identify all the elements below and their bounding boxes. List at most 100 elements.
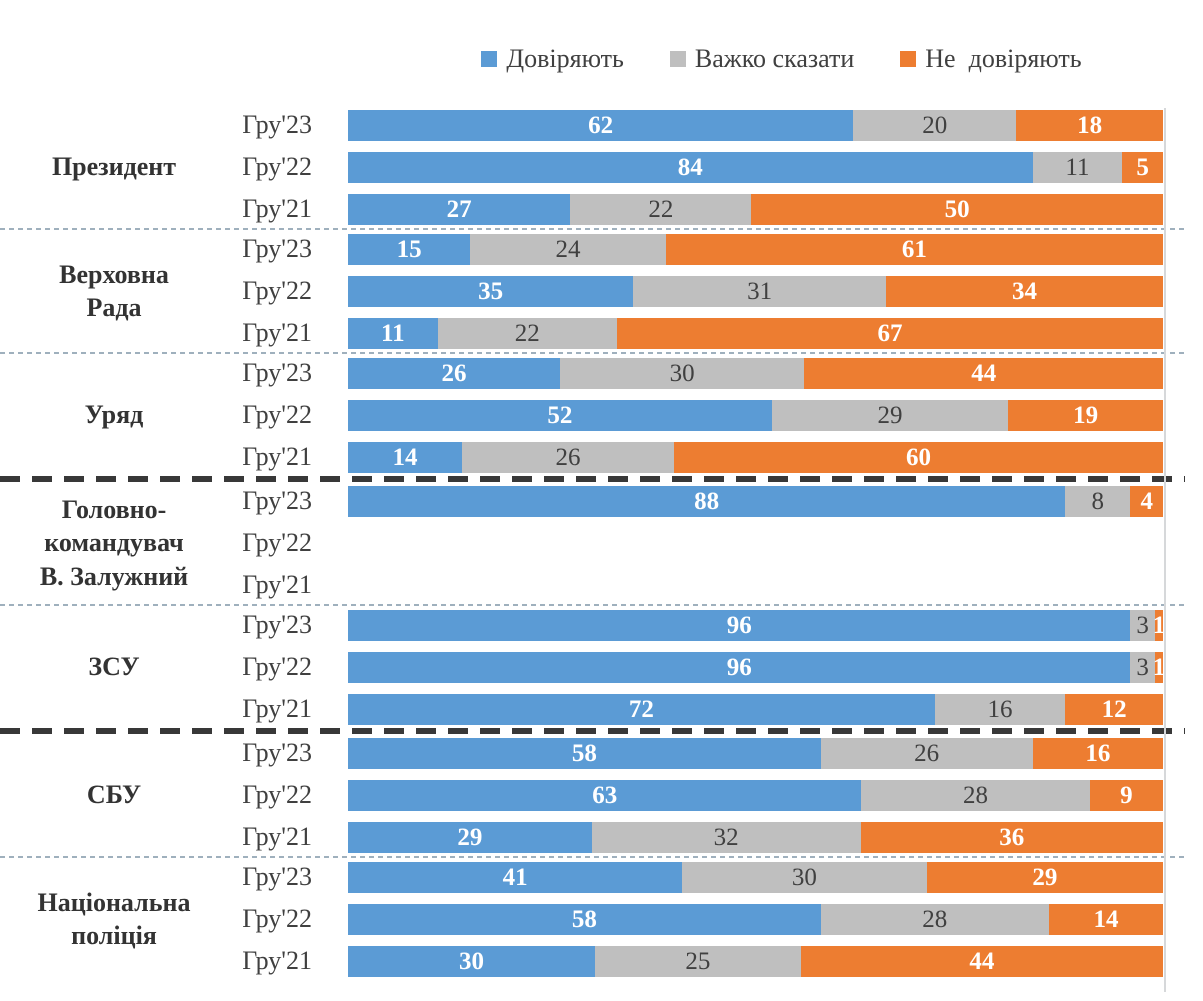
segment-value-label: 22 [514, 319, 540, 347]
bar-segment-hard-to-say: 30 [682, 861, 927, 893]
segment-value-label: 1 [1152, 653, 1166, 681]
bar-track: 72 16 12 [348, 693, 1163, 725]
bar-segment-trust: 96 [348, 651, 1131, 683]
bar-segment-hard-to-say: 25 [594, 945, 801, 977]
bar-track: 96 3 1 [348, 609, 1166, 641]
bar-track [348, 570, 1163, 601]
bar-segment-trust: 30 [348, 945, 595, 977]
year-label: Гру'23 [242, 610, 312, 639]
segment-value-label: 62 [588, 111, 614, 139]
bar-segment-trust: 15 [348, 233, 471, 265]
bar-segment-distrust: 34 [885, 275, 1163, 307]
year-label: Гру'22 [242, 400, 312, 429]
segment-value-label: 4 [1140, 487, 1153, 515]
group-label: Уряд [84, 400, 144, 430]
year-label: Гру'21 [242, 318, 312, 347]
plot-right-border [1164, 108, 1166, 992]
bar-segment-trust: 26 [348, 357, 560, 389]
segment-value-label: 50 [944, 195, 970, 223]
bar-track: 62 20 18 [348, 109, 1163, 141]
bar-segment-trust: 62 [348, 109, 854, 141]
segment-value-label: 29 [877, 401, 903, 429]
segment-value-label: 9 [1120, 781, 1133, 809]
segment-value-label: 5 [1136, 153, 1149, 181]
bar-row: Гру'23 15 24 61 [228, 233, 1163, 265]
segment-value-label: 24 [555, 235, 581, 263]
bar-row: Гру'22 63 28 9 [228, 779, 1163, 811]
bar-segment-hard-to-say: 32 [591, 821, 861, 853]
year-label: Гру'22 [242, 904, 312, 933]
bar-row: Гру'23 62 20 18 [228, 109, 1163, 141]
bar-segment-trust: 29 [348, 821, 592, 853]
bar-segment-distrust: 9 [1089, 779, 1163, 811]
year-label: Гру'21 [242, 694, 312, 723]
bar-segment-hard-to-say: 30 [559, 357, 805, 389]
legend: Довіряють Важко сказати Не довіряють [360, 42, 1203, 76]
bar-segment-distrust: 19 [1008, 399, 1163, 431]
group-label: Верховна Рада [59, 259, 169, 322]
bar-row: Гру'21 72 16 12 [228, 693, 1163, 725]
segment-value-label: 30 [669, 359, 695, 387]
bar-track: 63 28 9 [348, 779, 1163, 811]
bar-segment-hard-to-say: 3 [1130, 651, 1155, 683]
bar-track: 41 30 29 [348, 861, 1163, 893]
bar-segment-hard-to-say: 11 [1032, 151, 1123, 183]
bar-row: Гру'21 29 32 36 [228, 821, 1163, 853]
separator-dotted [0, 856, 1185, 858]
bar-segment-distrust: 4 [1130, 485, 1163, 517]
segment-value-label: 26 [441, 359, 467, 387]
bar-segment-hard-to-say: 31 [633, 275, 886, 307]
bar-segment-trust: 72 [348, 693, 935, 725]
bar-row: Гру'23 41 30 29 [228, 861, 1163, 893]
bar-row: Гру'21 [228, 570, 1163, 601]
bar-segment-hard-to-say: 16 [934, 693, 1066, 725]
group-block: Національна поліція Гру'23 41 30 29 Гру'22 58 2… [0, 858, 1203, 980]
bar-segment-distrust: 61 [665, 233, 1163, 265]
bar-track: 30 25 44 [348, 945, 1163, 977]
segment-value-label: 67 [877, 319, 903, 347]
legend-item-hard-to-say: Важко сказати [669, 44, 854, 74]
bar-segment-hard-to-say: 29 [771, 399, 1009, 431]
bar-segment-distrust: 60 [674, 441, 1163, 473]
segment-value-label: 16 [987, 695, 1013, 723]
bar-segment-trust: 27 [348, 193, 571, 225]
segment-value-label: 1 [1152, 611, 1166, 639]
segment-value-label: 3 [1136, 653, 1149, 681]
segment-value-label: 26 [555, 443, 581, 471]
bar-track: 52 29 19 [348, 399, 1163, 431]
year-label: Гру'23 [242, 486, 312, 515]
separator-dotted [0, 604, 1185, 606]
bar-segment-distrust: 1 [1152, 651, 1166, 683]
bar-row: Гру'21 11 22 67 [228, 317, 1163, 349]
bar-row: Гру'22 [228, 528, 1163, 559]
segment-value-label: 31 [747, 277, 773, 305]
segment-value-label: 96 [726, 611, 752, 639]
bar-track: 88 8 4 [348, 485, 1163, 517]
segment-value-label: 44 [971, 359, 997, 387]
year-label: Гру'22 [242, 780, 312, 809]
bar-row: Гру'22 35 31 34 [228, 275, 1163, 307]
segment-value-label: 35 [478, 277, 504, 305]
group-rows: Гру'23 96 3 1 Гру'22 96 3 1 Гру'21 72 16 12 [228, 609, 1203, 725]
segment-value-label: 20 [922, 111, 948, 139]
segment-value-label: 44 [969, 947, 995, 975]
segment-value-label: 14 [1093, 905, 1119, 933]
bar-track: 58 28 14 [348, 903, 1163, 935]
bar-row: Гру'22 84 11 5 [228, 151, 1163, 183]
bar-segment-trust: 58 [348, 903, 821, 935]
segment-value-label: 58 [571, 739, 597, 767]
hard-to-say-color-swatch [669, 51, 686, 67]
segment-value-label: 41 [502, 863, 528, 891]
group-rows: Гру'23 88 8 4 Гру'22 Гру'21 [228, 485, 1203, 601]
segment-value-label: 3 [1136, 611, 1149, 639]
group-block: Головно- командувач В. Залужний Гру'23 88 8… [0, 482, 1203, 604]
group-block: Верховна Рада Гру'23 15 24 61 Гру'22 35 31 34 Гру… [0, 230, 1203, 352]
bar-segment-trust: 58 [348, 737, 821, 769]
bar-segment-trust: 14 [348, 441, 463, 473]
group-label: СБУ [86, 780, 142, 810]
bar-segment-distrust: 14 [1048, 903, 1163, 935]
segment-value-label: 32 [713, 823, 739, 851]
legend-item-distrust: Не довіряють [900, 44, 1082, 74]
segment-value-label: 25 [685, 947, 711, 975]
year-label: Гру'23 [242, 110, 312, 139]
